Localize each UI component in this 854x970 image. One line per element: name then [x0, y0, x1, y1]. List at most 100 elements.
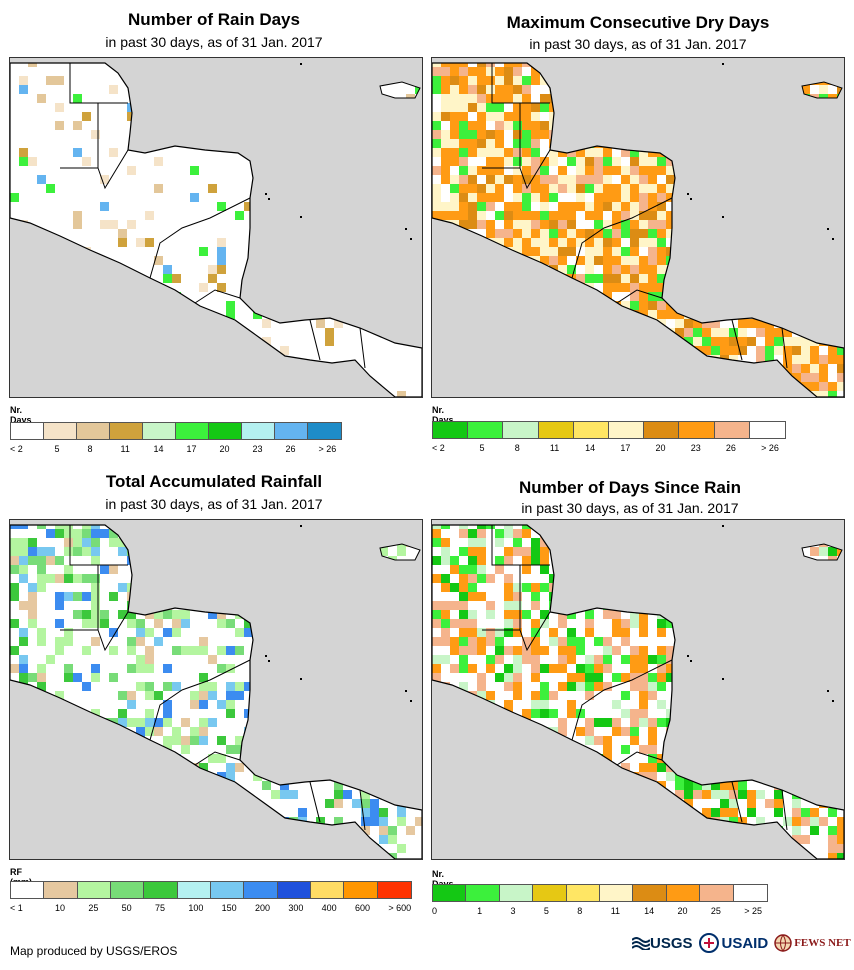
legend-tick-label: 8: [514, 443, 520, 453]
legend-tick-label: 11: [120, 444, 130, 454]
legend-swatch: [244, 882, 278, 898]
legend-tick-label: 400: [321, 903, 337, 913]
legend-swatch: [714, 422, 750, 438]
legend-swatch: [110, 423, 143, 439]
map-svg: [10, 58, 422, 397]
days-since-rain-map[interactable]: [431, 519, 845, 860]
legend-swatch: [209, 423, 242, 439]
legend-swatch: [377, 882, 411, 898]
legend-tick-label: 1: [477, 906, 483, 916]
legend-color-bar: [432, 884, 768, 902]
legend-swatch: [573, 422, 609, 438]
legend-tick-label: > 26: [318, 444, 337, 454]
legend-tick-label: 200: [255, 903, 271, 913]
legend-swatch: [308, 423, 341, 439]
legend-tick-label: 14: [153, 444, 164, 454]
legend-tick-label: 150: [221, 903, 237, 913]
legend-swatch: [143, 423, 176, 439]
legend-swatch: [344, 882, 378, 898]
legend-tick-label: 20: [219, 444, 230, 454]
legend-tick-label: 75: [155, 903, 166, 913]
legend-tick-label: 600: [355, 903, 371, 913]
legend-tick-label: 17: [620, 443, 631, 453]
legend-color-bar: [10, 881, 412, 899]
legend-swatch: [275, 423, 308, 439]
usaid-logo: USAID: [698, 933, 768, 953]
legend-swatch: [77, 882, 111, 898]
legend-tick-label: 8: [577, 906, 583, 916]
legend-tick-label: 10: [55, 903, 66, 913]
legend-swatch: [608, 422, 645, 438]
legend-tick-label: 5: [479, 443, 485, 453]
legend-tick-label: 5: [54, 444, 60, 454]
legend-swatch: [144, 882, 178, 898]
rain-days-map[interactable]: [9, 57, 423, 398]
legend-tick-label: 3: [510, 906, 516, 916]
legend-color-bar: [10, 422, 342, 440]
legend-swatch: [538, 422, 574, 438]
legend-swatch: [679, 422, 715, 438]
dry-days-map[interactable]: [431, 57, 845, 398]
legend-tick-label: > 25: [744, 906, 763, 916]
panel-title: Total Accumulated Rainfall: [105, 472, 323, 491]
legend-tick-label: 0: [432, 906, 438, 916]
panel-title: Number of Days Since Rain: [518, 478, 741, 497]
legend-swatch: [242, 423, 275, 439]
legend-swatch: [433, 885, 467, 901]
legend-swatch: [666, 885, 701, 901]
legend-tick-label: 26: [285, 444, 296, 454]
rainfall-map[interactable]: [9, 519, 423, 860]
legend-swatch: [44, 423, 77, 439]
panel-title: Number of Rain Days: [128, 10, 300, 29]
legend-tick-label: 14: [644, 906, 655, 916]
usgs-wave-icon: [632, 937, 650, 950]
panel-subtitle: in past 30 days, as of 31 Jan. 2017: [105, 496, 323, 512]
logo-strip: USGS USAID FEWS NET: [632, 933, 851, 953]
legend-swatch: [110, 882, 145, 898]
usaid-seal-icon: [698, 933, 719, 953]
legend-tick-label: < 1: [10, 903, 23, 913]
panel-subtitle: in past 30 days, as of 31 Jan. 2017: [105, 34, 323, 50]
legend-tick-label: 11: [610, 906, 621, 916]
legend-swatch: [433, 422, 469, 438]
legend-swatch: [44, 882, 78, 898]
legend-swatch: [733, 885, 767, 901]
legend-tick-label: 26: [725, 443, 736, 453]
legend-swatch: [466, 885, 500, 901]
panel-subtitle: in past 30 days, as of 31 Jan. 2017: [521, 500, 739, 516]
legend-tick-label: 25: [710, 906, 721, 916]
legend-tick-label: < 2: [10, 444, 23, 454]
legend-tick-label: > 26: [761, 443, 779, 453]
panel-subtitle: in past 30 days, as of 31 Jan. 2017: [529, 36, 747, 52]
legend-swatch: [599, 885, 634, 901]
legend-swatch: [11, 882, 45, 898]
legend-tick-label: 50: [121, 903, 132, 913]
legend-swatch: [566, 885, 600, 901]
legend-swatch: [533, 885, 567, 901]
legend-title: Nr. Days: [10, 405, 32, 425]
legend-swatch: [177, 882, 211, 898]
legend-color-bar: [432, 421, 786, 439]
legend-tick-label: 5: [543, 906, 549, 916]
legend-swatch: [11, 423, 44, 439]
legend-tick-label: 8: [87, 444, 93, 454]
fews-net-logo: FEWS NET: [774, 934, 851, 952]
legend-swatch: [749, 422, 785, 438]
legend-tick-label: 17: [186, 444, 197, 454]
legend-swatch: [503, 422, 539, 438]
legend-swatch: [468, 422, 504, 438]
legend-tick-label: 100: [188, 903, 204, 913]
legend-tick-label: 14: [585, 443, 596, 453]
legend-tick-label: 20: [655, 443, 666, 453]
map-credit: Map produced by USGS/EROS: [10, 944, 178, 958]
legend-tick-label: 20: [677, 906, 688, 916]
legend-swatch: [310, 882, 345, 898]
legend-tick-label: < 2: [432, 443, 445, 453]
legend-swatch: [176, 423, 209, 439]
legend-swatch: [700, 885, 734, 901]
legend-swatch: [77, 423, 110, 439]
legend-tick-label: > 600: [388, 903, 412, 913]
legend-tick-label: 11: [549, 443, 560, 453]
legend-swatch: [499, 885, 534, 901]
legend-swatch: [277, 882, 311, 898]
